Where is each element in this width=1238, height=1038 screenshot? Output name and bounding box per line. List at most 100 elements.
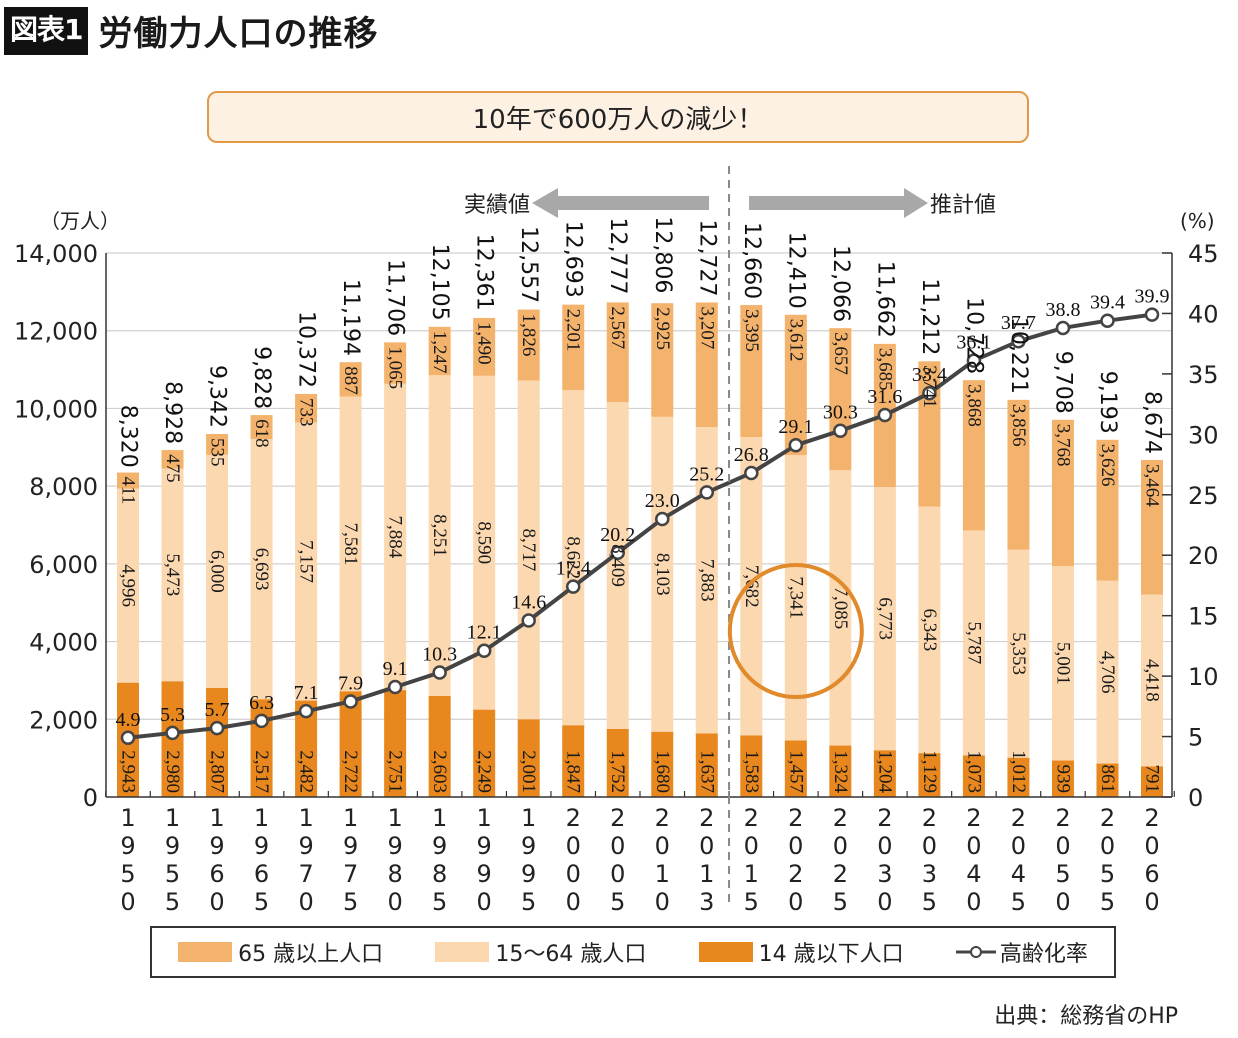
bar-value-label-age14under: 2,980 bbox=[162, 750, 183, 793]
aging-rate-point bbox=[610, 545, 625, 561]
x-tick-label-digit: 5 bbox=[1011, 888, 1026, 916]
bar-segment-age14under bbox=[384, 690, 407, 797]
x-tick-label-digit: 6 bbox=[209, 860, 224, 888]
bar-value-label-age14under: 2,517 bbox=[251, 750, 272, 793]
bar-segment-age14under bbox=[562, 725, 585, 797]
bar-value-label-age15to64: 8,251 bbox=[429, 514, 450, 557]
aging-rate-line: 4.9 5.3 5.7 6.3 7.1 7.9 9.1 10.3 12.1 14.6 17.4 20.… bbox=[116, 286, 1170, 746]
aging-rate-label: 17.4 bbox=[556, 558, 591, 580]
annotations: 実績値 推計値 bbox=[464, 166, 996, 908]
bar-segment-age14under bbox=[339, 691, 362, 797]
bar-value-label-age65plus: 411 bbox=[118, 477, 139, 505]
bar-total-label: 11,212 bbox=[917, 278, 942, 355]
x-tick-label-digit: 9 bbox=[343, 832, 358, 860]
bar-value-label-age14under: 2,001 bbox=[518, 750, 539, 793]
callout-text: 10年で600万人の減少！ bbox=[472, 104, 764, 135]
x-tick-label-digit: 0 bbox=[120, 888, 135, 916]
bar-value-label-age14under: 1,680 bbox=[652, 750, 673, 793]
aging-rate-label: 30.3 bbox=[823, 402, 858, 424]
bar-segment-age65plus bbox=[250, 415, 273, 440]
x-tick-label-digit: 0 bbox=[1011, 832, 1026, 860]
y-right-axis-label: (%) bbox=[1180, 209, 1215, 233]
bar-segment-age14under bbox=[1096, 763, 1119, 797]
bar-segment-age65plus bbox=[1141, 459, 1163, 595]
x-tick-label-digit: 9 bbox=[209, 832, 224, 860]
aging-rate-point bbox=[833, 423, 848, 438]
x-tick-label-digit: 2 bbox=[922, 804, 937, 832]
bar-segment-age15to64 bbox=[295, 422, 318, 701]
bar-value-label-age15to64: 7,682 bbox=[741, 565, 762, 608]
x-tick-label-digit: 6 bbox=[254, 860, 269, 888]
aging-rate-point bbox=[699, 485, 715, 500]
bar-segment-age15to64 bbox=[206, 454, 229, 688]
figure-badge: 図表1 bbox=[4, 6, 89, 55]
aging-rate-point bbox=[1055, 320, 1071, 336]
bar-total-label: 12,777 bbox=[605, 218, 630, 295]
x-tick-label-digit: 0 bbox=[655, 832, 670, 860]
x-tick-label-digit: 5 bbox=[1100, 888, 1115, 916]
bar-segment-age65plus bbox=[339, 362, 362, 397]
x-tick-label-digit: 9 bbox=[165, 832, 180, 860]
bar-total-label: 11,706 bbox=[383, 259, 408, 336]
aging-rate-label: 39.9 bbox=[1135, 286, 1170, 308]
bar-total-label: 8,674 bbox=[1140, 391, 1165, 454]
bar-total-label: 8,928 bbox=[160, 381, 185, 444]
bar-value-label-age14under: 861 bbox=[1097, 765, 1118, 794]
x-tick-label-digit: 0 bbox=[922, 832, 937, 860]
aging-rate-label: 12.1 bbox=[467, 622, 502, 644]
x-tick-label-digit: 9 bbox=[298, 832, 313, 860]
aging-rate-label: 31.6 bbox=[867, 386, 902, 408]
aging-rate-point bbox=[1144, 307, 1160, 322]
bar-total-label: 9,828 bbox=[249, 346, 274, 409]
bar-total-label: 12,660 bbox=[739, 222, 764, 299]
x-tick-label-digit: 1 bbox=[744, 860, 759, 888]
bar-segment-age65plus bbox=[517, 309, 540, 381]
aging-rate-label: 23.0 bbox=[645, 490, 680, 512]
actual-label: 実績値 bbox=[464, 193, 530, 218]
x-tick-label-digit: 2 bbox=[833, 804, 848, 832]
x-tick-label-digit: 0 bbox=[566, 860, 581, 888]
bar-value-label-age15to64: 6,000 bbox=[207, 550, 228, 593]
aging-rate-point bbox=[565, 579, 581, 594]
bar-value-label-age65plus: 3,657 bbox=[830, 332, 851, 375]
y-right-tick-label: 45 bbox=[1188, 240, 1219, 268]
y-right-tick-label: 15 bbox=[1188, 603, 1219, 631]
bar-value-label-age14under: 2,722 bbox=[340, 750, 361, 793]
x-tick-label-digit: 2 bbox=[1055, 804, 1070, 832]
bar-segment-age15to64 bbox=[1007, 549, 1030, 758]
bar-value-label-age14under: 2,603 bbox=[429, 750, 450, 793]
y-left-tick-label: 12,000 bbox=[14, 318, 98, 346]
bar-segment-age14under bbox=[740, 735, 763, 797]
bar-segment-age65plus bbox=[473, 317, 496, 376]
bar-total-label: 9,193 bbox=[1095, 371, 1120, 434]
legend-label-15to64: 15〜64 歳人口 bbox=[495, 942, 647, 967]
aging-rate-point bbox=[254, 713, 269, 729]
bar-segment-age15to64 bbox=[517, 380, 540, 720]
x-tick-label-digit: 5 bbox=[521, 888, 536, 916]
x-tick-label-digit: 9 bbox=[432, 832, 447, 860]
aging-rate-point bbox=[343, 694, 358, 709]
bar-value-label-age65plus: 3,207 bbox=[696, 306, 717, 349]
aging-rate-point bbox=[966, 353, 982, 368]
aging-rate-point bbox=[922, 385, 937, 401]
bar-segment-age65plus bbox=[695, 302, 718, 428]
x-tick-label-digit: 0 bbox=[298, 888, 313, 916]
aging-rate-label: 7.1 bbox=[294, 682, 319, 704]
bar-value-label-age15to64: 5,353 bbox=[1008, 632, 1029, 675]
x-tick-label-digit: 2 bbox=[788, 860, 803, 888]
arrow-left-icon bbox=[532, 188, 710, 218]
bar-segment-age14under bbox=[962, 755, 985, 797]
bar-segment-age14under bbox=[784, 740, 807, 797]
bar-segment-age65plus bbox=[384, 342, 407, 384]
x-tick-label-digit: 0 bbox=[877, 888, 892, 916]
bar-segment-age14under bbox=[829, 745, 852, 797]
bar-value-label-age14under: 1,324 bbox=[830, 750, 851, 793]
bar-segment-age65plus bbox=[428, 326, 451, 376]
bar-value-label-age15to64: 7,341 bbox=[785, 576, 806, 619]
axes: 0 2,000 4,000 6,000 8,000 10,000 12,000 14,000 0… bbox=[14, 209, 1219, 916]
aging-rate-label: 29.1 bbox=[778, 416, 813, 438]
x-tick-label-digit: 0 bbox=[655, 888, 670, 916]
x-tick-label-digit: 9 bbox=[521, 860, 536, 888]
x-tick-label-digit: 0 bbox=[744, 832, 759, 860]
